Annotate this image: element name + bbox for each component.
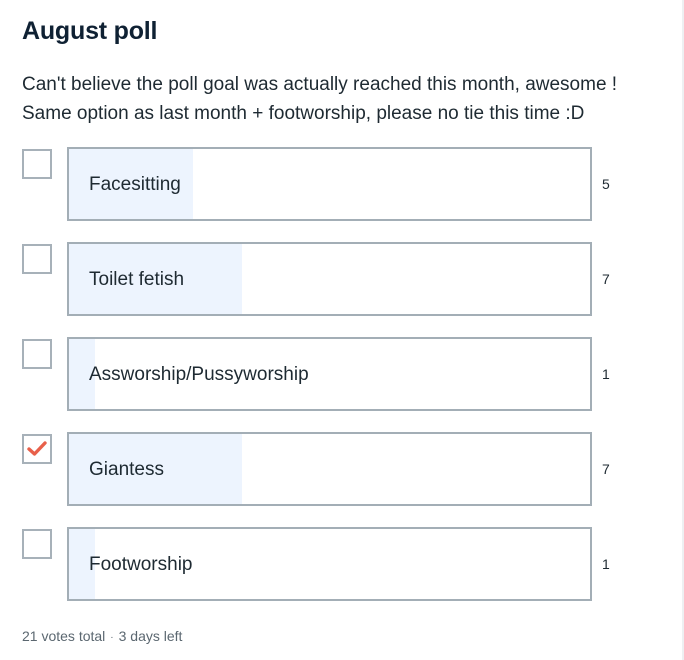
poll-description-line-2: Same option as last month + footworship,… [22,103,585,124]
option-checkbox[interactable] [22,149,52,179]
option-vote-count: 5 [602,176,610,192]
option-checkbox[interactable] [22,244,52,274]
option-vote-count: 1 [602,556,610,572]
option-bar[interactable]: Toilet fetish [67,242,592,316]
card-right-border [682,0,684,660]
poll-option-assworship[interactable]: Assworship/Pussyworship 1 [22,337,662,411]
option-vote-count: 7 [602,271,610,287]
option-bar[interactable]: Facesitting [67,147,592,221]
option-checkbox-checked[interactable] [22,434,52,464]
option-vote-share-fill [69,339,96,409]
option-bar[interactable]: Assworship/Pussyworship [67,337,592,411]
option-vote-share-fill [69,244,243,314]
poll-option-facesitting[interactable]: Facesitting 5 [22,147,662,221]
time-left: 3 days left [118,628,183,644]
option-vote-share-fill [69,529,96,599]
option-label: Footworship [89,554,193,575]
option-label: Toilet fetish [89,269,185,290]
poll-title: August poll [22,17,158,45]
option-bar[interactable]: Giantess [67,432,592,506]
poll-description-line-1: Can't believe the poll goal was actually… [22,74,618,95]
option-bar[interactable]: Footworship [67,527,592,601]
option-label: Facesitting [89,174,181,195]
poll-description: Can't believe the poll goal was actually… [22,70,672,128]
option-vote-count: 7 [602,461,610,477]
option-vote-share-fill [69,149,193,219]
poll-option-footworship[interactable]: Footworship 1 [22,527,662,601]
option-label: Giantess [89,459,164,480]
total-votes: 21 votes total [22,628,106,644]
checkmark-icon [27,441,47,456]
option-label: Assworship/Pussyworship [89,364,309,385]
poll-option-giantess[interactable]: Giantess 7 [22,432,662,506]
option-checkbox[interactable] [22,339,52,369]
footer-separator: · [110,632,114,643]
option-vote-share-fill [69,434,243,504]
poll-option-toilet-fetish[interactable]: Toilet fetish 7 [22,242,662,316]
option-vote-count: 1 [602,366,610,382]
poll-footer: 21 votes total · 3 days left [22,628,182,644]
option-checkbox[interactable] [22,529,52,559]
